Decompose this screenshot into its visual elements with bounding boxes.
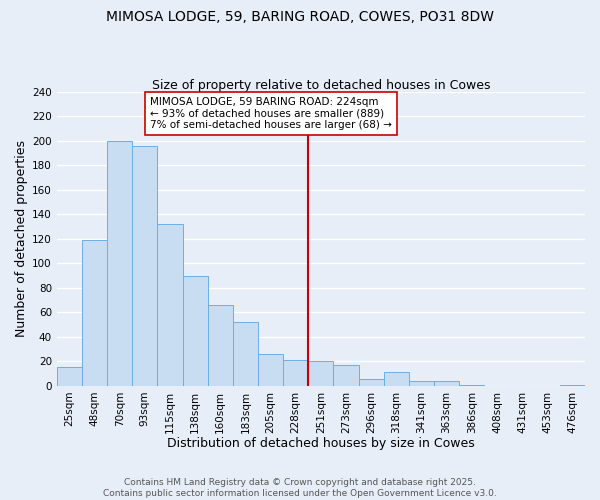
Text: Contains HM Land Registry data © Crown copyright and database right 2025.
Contai: Contains HM Land Registry data © Crown c… (103, 478, 497, 498)
Bar (283, 360, 308, 386)
Bar (182, 276, 208, 386)
Bar (208, 305, 233, 386)
Bar (384, 372, 409, 386)
Bar (560, 384, 585, 386)
Bar (233, 322, 258, 386)
Bar (409, 381, 434, 386)
Bar (359, 378, 384, 386)
Bar (107, 141, 132, 386)
Bar (334, 365, 359, 386)
Bar (459, 384, 484, 386)
X-axis label: Distribution of detached houses by size in Cowes: Distribution of detached houses by size … (167, 437, 475, 450)
Bar (434, 381, 459, 386)
Bar (157, 224, 182, 386)
Bar (308, 362, 334, 386)
Bar (132, 146, 157, 386)
Text: MIMOSA LODGE, 59, BARING ROAD, COWES, PO31 8DW: MIMOSA LODGE, 59, BARING ROAD, COWES, PO… (106, 10, 494, 24)
Bar (258, 354, 283, 386)
Title: Size of property relative to detached houses in Cowes: Size of property relative to detached ho… (152, 79, 490, 92)
Text: MIMOSA LODGE, 59 BARING ROAD: 224sqm
← 93% of detached houses are smaller (889)
: MIMOSA LODGE, 59 BARING ROAD: 224sqm ← 9… (150, 97, 392, 130)
Y-axis label: Number of detached properties: Number of detached properties (15, 140, 28, 338)
Bar (57, 368, 82, 386)
Bar (82, 240, 107, 386)
